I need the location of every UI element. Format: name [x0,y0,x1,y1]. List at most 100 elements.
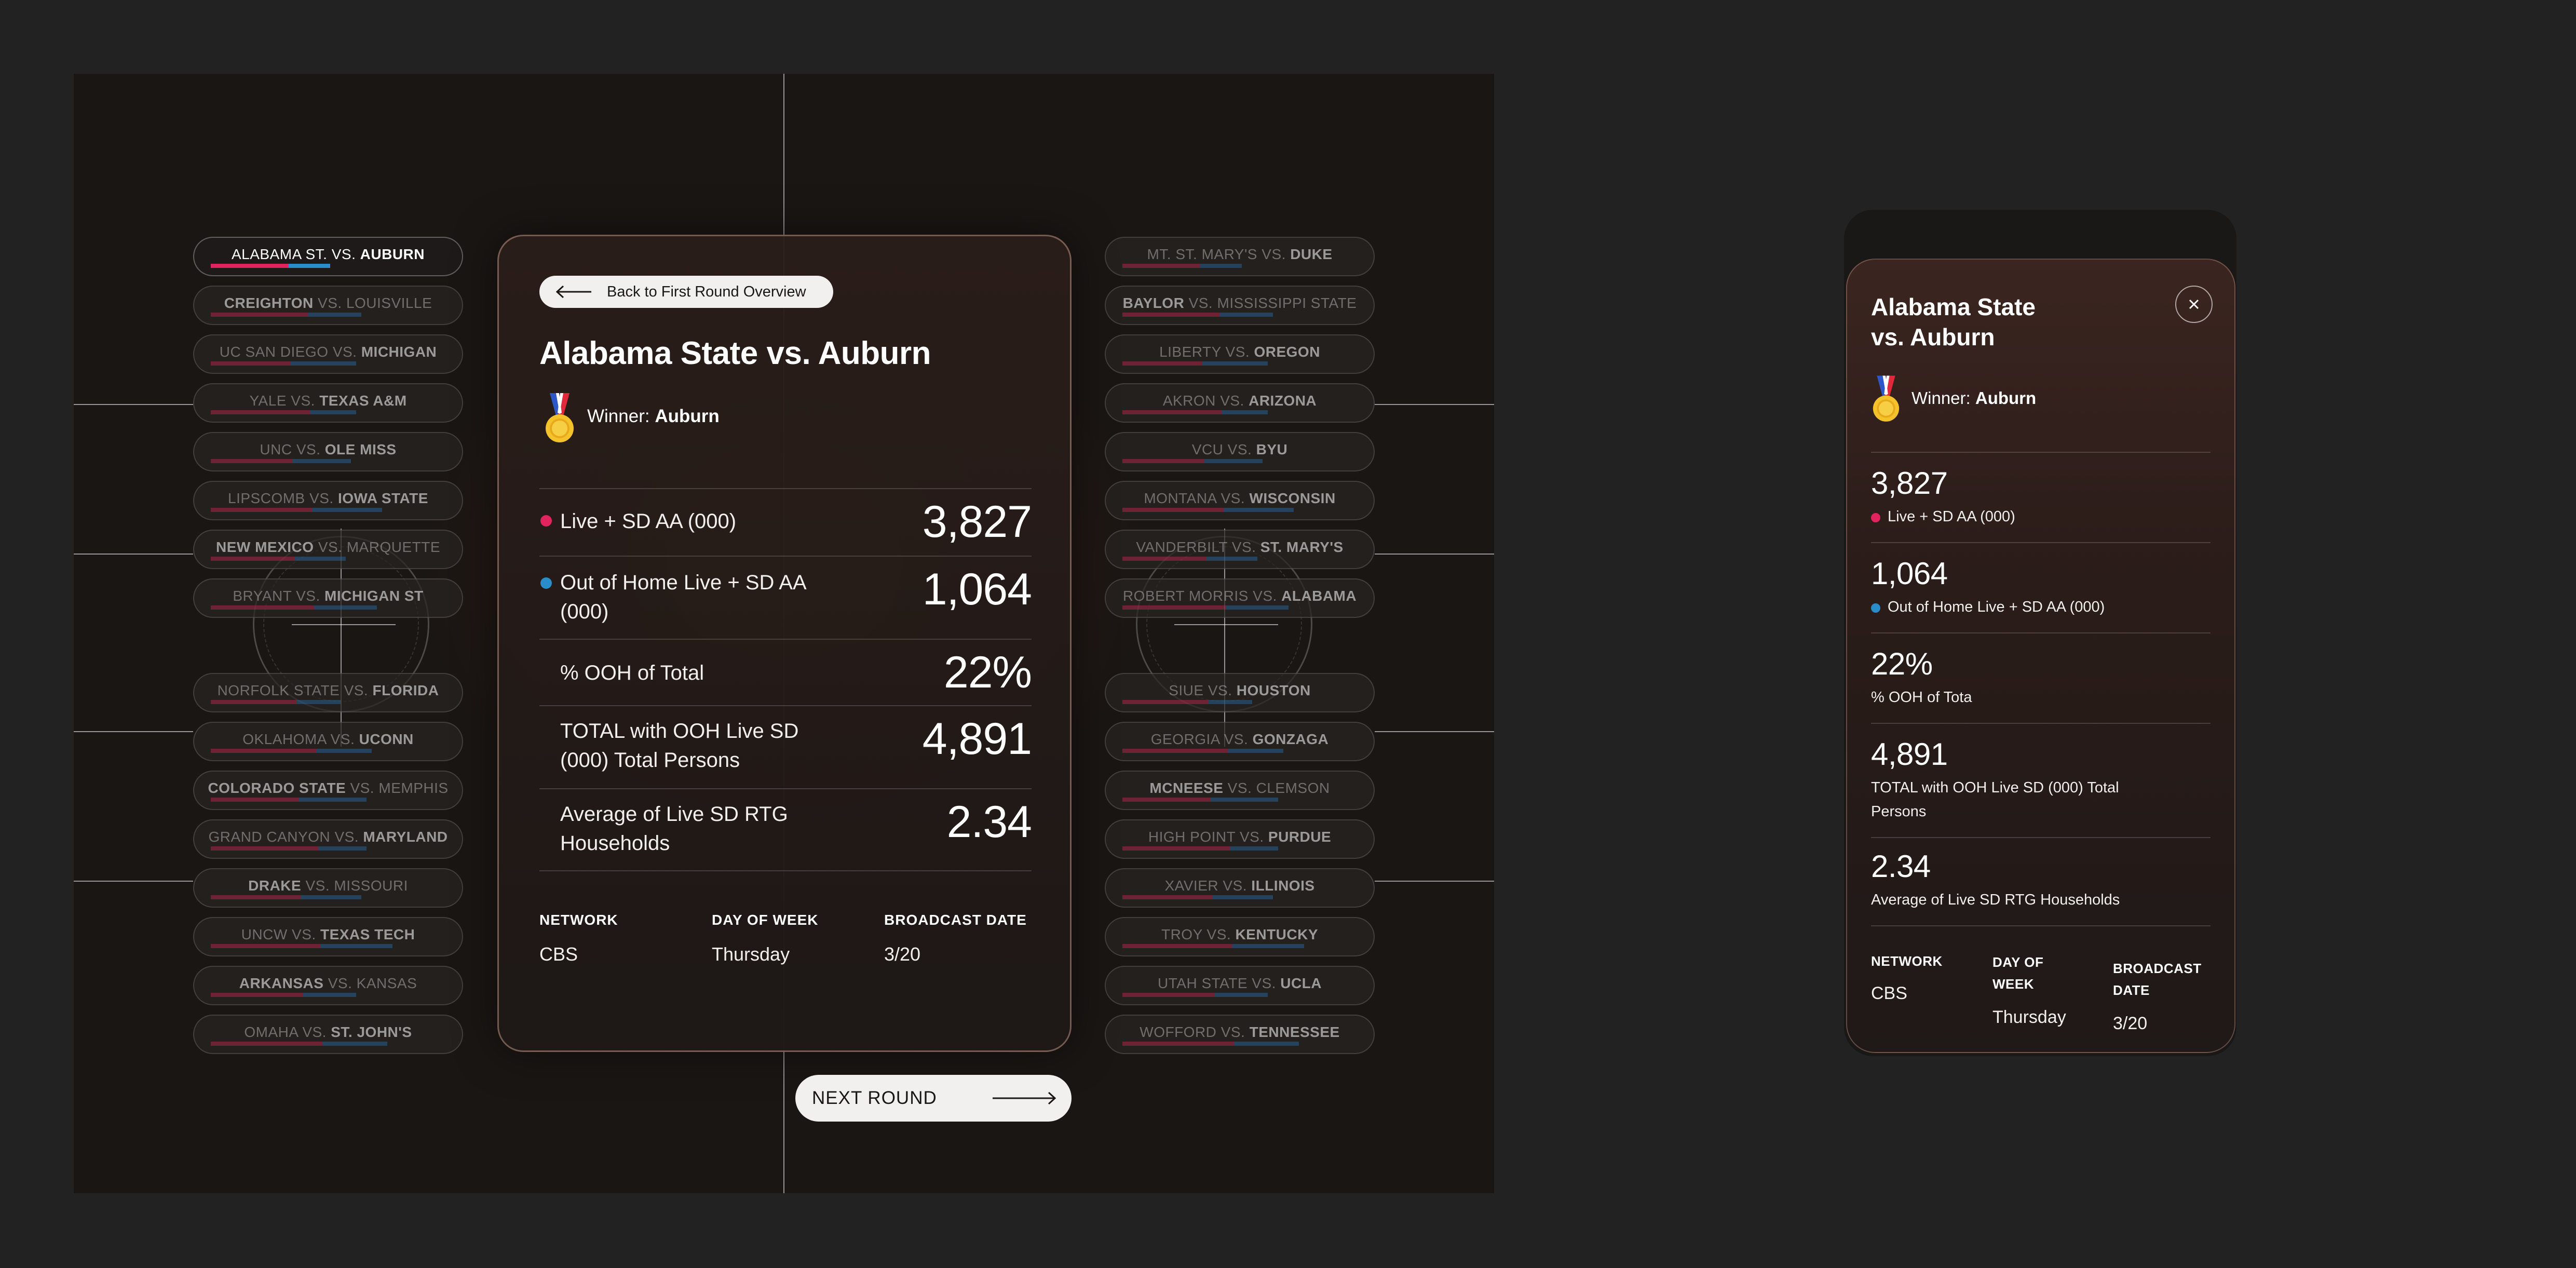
matchup-label: HIGH POINT VS. PURDUE [1106,829,1374,845]
broadcast-date-label: BROADCAST DATE [884,912,1027,928]
bracket-matchup-pill[interactable]: UC SAN DIEGO VS. MICHIGAN [193,334,463,374]
ooh-bar [1232,944,1304,948]
bracket-matchup-pill[interactable]: LIPSCOMB VS. IOWA STATE [193,481,463,520]
mobile-winner-text: Winner: Auburn [1911,388,2036,408]
bracket-matchup-pill[interactable]: VANDERBILT VS. ST. MARY'S [1105,530,1375,569]
bracket-matchup-pill[interactable]: DRAKE VS. MISSOURI [193,868,463,908]
team-b: BYU [1256,441,1288,457]
bracket-matchup-pill[interactable]: LIBERTY VS. OREGON [1105,334,1375,374]
bracket-matchup-pill[interactable]: OKLAHOMA VS. UCONN [193,722,463,761]
matchup-label: ALABAMA ST. VS. AUBURN [194,246,462,263]
live-bar [211,700,297,704]
bracket-matchup-pill[interactable]: AKRON VS. ARIZONA [1105,383,1375,423]
bracket-matchup-pill[interactable]: VCU VS. BYU [1105,432,1375,471]
bracket-matchup-pill[interactable]: MT. ST. MARY'S VS. DUKE [1105,237,1375,276]
versus: VS. [334,829,359,845]
live-bar [1122,749,1228,753]
versus: VS. [296,588,320,604]
team-b: GONZAGA [1252,731,1329,747]
team-b: TENNESSEE [1249,1024,1340,1040]
bracket-matchup-pill[interactable]: GRAND CANYON VS. MARYLAND [193,819,463,859]
viewership-bar [1122,313,1357,317]
team-a: CREIGHTON [224,295,314,311]
team-b: ALABAMA [1281,588,1357,604]
bracket-matchup-pill[interactable]: UNC VS. OLE MISS [193,432,463,471]
bracket-matchup-pill[interactable]: SIUE VS. HOUSTON [1105,673,1375,712]
winner-prefix: Winner: [587,406,655,426]
versus: VS. [1225,344,1250,360]
live-bar [211,846,318,851]
team-b: PURDUE [1268,829,1332,845]
stat-label: Out of Home Live + SD AA (000) [560,571,806,623]
ooh-bar [295,557,346,561]
bracket-matchup-pill[interactable]: BRYANT VS. MICHIGAN ST [193,578,463,618]
ooh-bar [1204,459,1263,463]
mobile-title-line: vs. Auburn [1871,323,1995,350]
label-line: DATE [2113,982,2150,998]
team-b: DUKE [1290,246,1333,262]
ooh-bar [1215,993,1268,997]
live-bar [211,798,299,802]
matchup-label: BAYLOR VS. MISSISSIPPI STATE [1106,295,1374,312]
next-round-button[interactable]: NEXT ROUND [795,1075,1072,1122]
arrow-left-icon [556,286,591,298]
live-bar [211,459,293,463]
live-bar [211,264,289,268]
stat-value: 2.34 [946,797,1032,847]
viewership-bar [211,459,445,463]
versus: VS. [332,344,357,360]
bracket-matchup-pill[interactable]: YALE VS. TEXAS A&M [193,383,463,423]
team-b: MARYLAND [363,829,448,845]
mobile-stat-ooh: 1,064 Out of Home Live + SD AA (000) [1871,542,2211,632]
ooh-bar [1202,361,1268,366]
bracket-matchup-pill[interactable]: UNCW VS. TEXAS TECH [193,917,463,956]
bracket-matchup-pill[interactable]: HIGH POINT VS. PURDUE [1105,819,1375,859]
team-a: COLORADO STATE [208,780,346,796]
live-bar [1122,361,1202,366]
bracket-matchup-pill[interactable]: OMAHA VS. ST. JOHN'S [193,1015,463,1054]
bracket-matchup-pill[interactable]: NEW MEXICO VS. MARQUETTE [193,530,463,569]
viewership-bar [1122,700,1357,704]
bracket-matchup-pill[interactable]: TROY VS. KENTUCKY [1105,917,1375,956]
bracket-matchup-pill[interactable]: BAYLOR VS. MISSISSIPPI STATE [1105,286,1375,325]
bracket-matchup-pill[interactable]: XAVIER VS. ILLINOIS [1105,868,1375,908]
bracket-line [74,554,193,555]
stat-value: 4,891 [922,714,1032,764]
bracket-matchup-pill[interactable]: WOFFORD VS. TENNESSEE [1105,1015,1375,1054]
live-dot-icon [1871,513,1880,522]
team-b: UCLA [1280,975,1322,991]
stat-label: Live + SD AA (000) [1888,508,2015,525]
bracket-matchup-pill[interactable]: CREIGHTON VS. LOUISVILLE [193,286,463,325]
viewership-bar [211,557,445,561]
winner-name: Auburn [655,406,720,426]
bracket-matchup-pill[interactable]: GEORGIA VS. GONZAGA [1105,722,1375,761]
back-to-overview-button[interactable]: Back to First Round Overview [539,276,833,308]
live-bar [1122,313,1219,317]
bracket-matchup-pill[interactable]: NORFOLK STATE VS. FLORIDA [193,673,463,712]
ooh-bar [1219,313,1273,317]
stat-value: 3,827 [922,497,1032,547]
bracket-matchup-pill[interactable]: MCNEESE VS. CLEMSON [1105,771,1375,810]
team-b: ILLINOIS [1251,878,1315,894]
stat-label: Average of Live SD RTG Households [1871,892,2120,908]
network-value: CBS [539,943,578,965]
versus: VS. [318,539,343,555]
team-b: ARIZONA [1249,393,1317,409]
bracket-matchup-pill[interactable]: UTAH STATE VS. UCLA [1105,966,1375,1005]
bracket-matchup-pill[interactable]: ARKANSAS VS. KANSAS [193,966,463,1005]
ooh-bar [314,605,377,610]
mobile-stat-ooh-percent: 22% % OOH of Tota [1871,632,2211,723]
live-bar [211,508,312,512]
viewership-bar [211,895,445,899]
bracket-matchup-pill[interactable]: ALABAMA ST. VS. AUBURN [193,237,463,276]
close-button[interactable] [2175,286,2213,323]
bracket-matchup-pill[interactable]: MONTANA VS. WISCONSIN [1105,481,1375,520]
bracket-matchup-pill[interactable]: COLORADO STATE VS. MEMPHIS [193,771,463,810]
live-bar [211,557,295,561]
live-bar [1122,508,1224,512]
matchup-detail-card: Back to First Round Overview Alabama Sta… [497,235,1072,1052]
mobile-winner-row: Winner: Auburn [1872,375,2036,425]
bracket-matchup-pill[interactable]: ROBERT MORRIS VS. ALABAMA [1105,578,1375,618]
team-b: LOUISVILLE [346,295,432,311]
label-line: DAY OF [1992,954,2044,970]
